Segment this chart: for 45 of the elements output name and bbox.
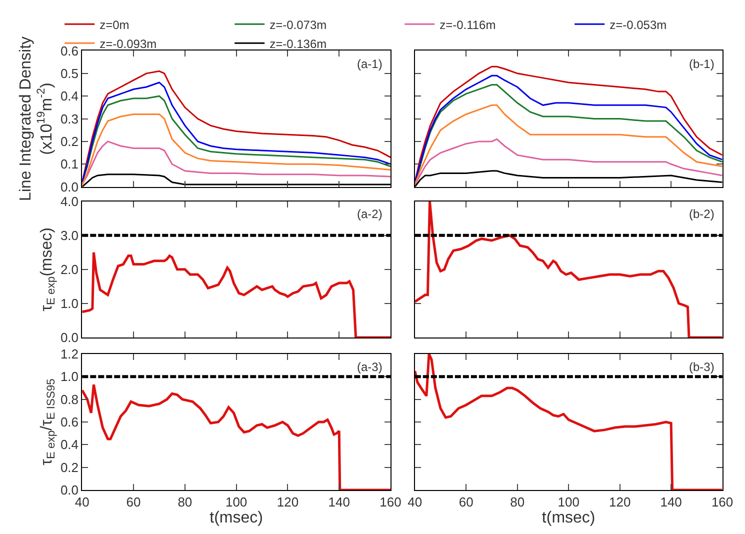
x-axis-title: t(msec) — [542, 510, 596, 527]
y-tick-label: 0.8 — [60, 392, 79, 407]
legend-label: z=-0.073m — [270, 18, 327, 32]
annotation: (a-1) — [357, 57, 382, 71]
x-tick-label: 40 — [408, 494, 422, 510]
y-tick-label: 0.5 — [60, 66, 79, 81]
x-axis-title: t(msec) — [210, 510, 263, 527]
x-tick-label: 100 — [558, 494, 580, 510]
y-tick-label: 0.2 — [60, 134, 79, 149]
x-tick-label: 120 — [608, 494, 631, 510]
y-tick-label: 0.4 — [60, 437, 79, 452]
y-tick-label: 1.0 — [60, 296, 79, 311]
x-tick-label: 160 — [711, 494, 734, 510]
x-tick-label: 140 — [660, 494, 682, 510]
y-tick-label: 1.0 — [60, 369, 79, 384]
x-tick-label: 120 — [276, 494, 299, 510]
x-tick-label: 80 — [510, 494, 525, 510]
legend-label: z=-0.136m — [270, 36, 327, 51]
legend-label: z=-0.116m — [440, 18, 496, 32]
annotation: (a-3) — [357, 360, 382, 374]
y-tick-label: 0.3 — [60, 111, 79, 126]
annotation: (b-3) — [689, 360, 714, 374]
y-tick-label: 0.1 — [60, 156, 79, 172]
x-tick-label: 160 — [380, 494, 402, 510]
x-tick-label: 60 — [458, 494, 474, 510]
legend-label: z=-0.093m — [100, 36, 157, 51]
y-tick-label: 0.6 — [60, 43, 79, 58]
annotation: (a-2) — [357, 207, 382, 221]
annotation: (b-2) — [689, 207, 714, 221]
y-tick-label: 0.2 — [60, 460, 79, 475]
x-tick-label: 140 — [328, 494, 350, 510]
y-tick-label: 4.0 — [60, 194, 79, 209]
y-tick-label: 1.2 — [60, 346, 79, 362]
annotation: (b-1) — [689, 57, 714, 71]
legend-label: z=-0.053m — [610, 18, 667, 32]
y-tick-label: 0.6 — [60, 414, 79, 430]
x-tick-label: 80 — [178, 494, 192, 510]
x-tick-label: 60 — [126, 494, 141, 510]
y-tick-label: 0.0 — [60, 330, 79, 345]
y-tick-label: 0.4 — [60, 88, 79, 104]
y-tick-label: 3.0 — [60, 228, 79, 243]
legend-label: z=0m — [100, 18, 130, 32]
y-tick-label: 2.0 — [60, 262, 79, 277]
y-tick-label: 0.0 — [60, 179, 79, 194]
x-tick-label: 100 — [225, 494, 248, 510]
